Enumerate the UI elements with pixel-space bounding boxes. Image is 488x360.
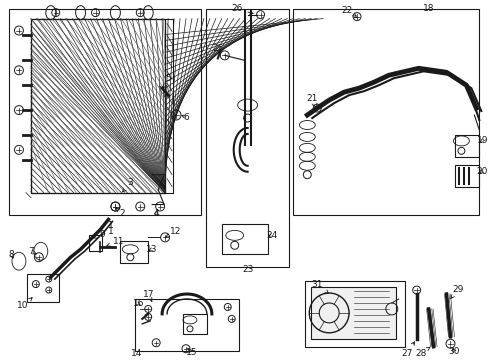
Text: 18: 18 [422,4,433,13]
Bar [183,314,206,334]
Text: 26: 26 [230,4,252,14]
Text: 3: 3 [122,178,133,192]
Text: 7: 7 [28,247,37,256]
Bar [27,274,59,302]
Text: 11: 11 [106,237,124,246]
Bar [31,19,165,193]
Text: 16: 16 [132,300,144,309]
Text: 27: 27 [400,342,414,358]
Text: 5: 5 [163,74,171,88]
Text: 1: 1 [107,221,113,230]
Bar [120,241,148,263]
Bar [311,287,395,339]
Text: 25: 25 [212,44,223,53]
Text: 23: 23 [242,265,253,274]
Bar [454,165,478,186]
Bar [9,9,201,216]
Bar [88,235,102,251]
Text: 28: 28 [414,347,429,358]
Text: 14: 14 [130,349,142,358]
Text: 9: 9 [94,230,105,239]
Text: 15: 15 [186,348,197,357]
Bar [135,299,238,351]
Text: 17: 17 [142,289,154,301]
Text: 13: 13 [146,245,158,254]
Text: 19: 19 [476,136,487,145]
Text: 6: 6 [182,113,188,122]
Bar [293,9,478,216]
Text: 12: 12 [165,227,182,237]
Text: 4: 4 [153,209,159,218]
Bar [305,281,404,347]
Text: 10: 10 [17,298,32,310]
Text: 2: 2 [116,208,125,218]
Bar [454,135,478,157]
Bar [205,9,289,267]
Text: 30: 30 [448,347,459,356]
Text: 22: 22 [341,6,355,16]
Text: 24: 24 [265,231,277,240]
Text: 21: 21 [306,94,317,108]
Text: 1: 1 [107,227,113,236]
Text: 31: 31 [311,280,328,293]
Bar [222,224,267,254]
Text: 20: 20 [476,167,487,176]
Bar [31,19,165,193]
Text: 29: 29 [450,284,463,298]
Text: 8: 8 [8,250,14,259]
